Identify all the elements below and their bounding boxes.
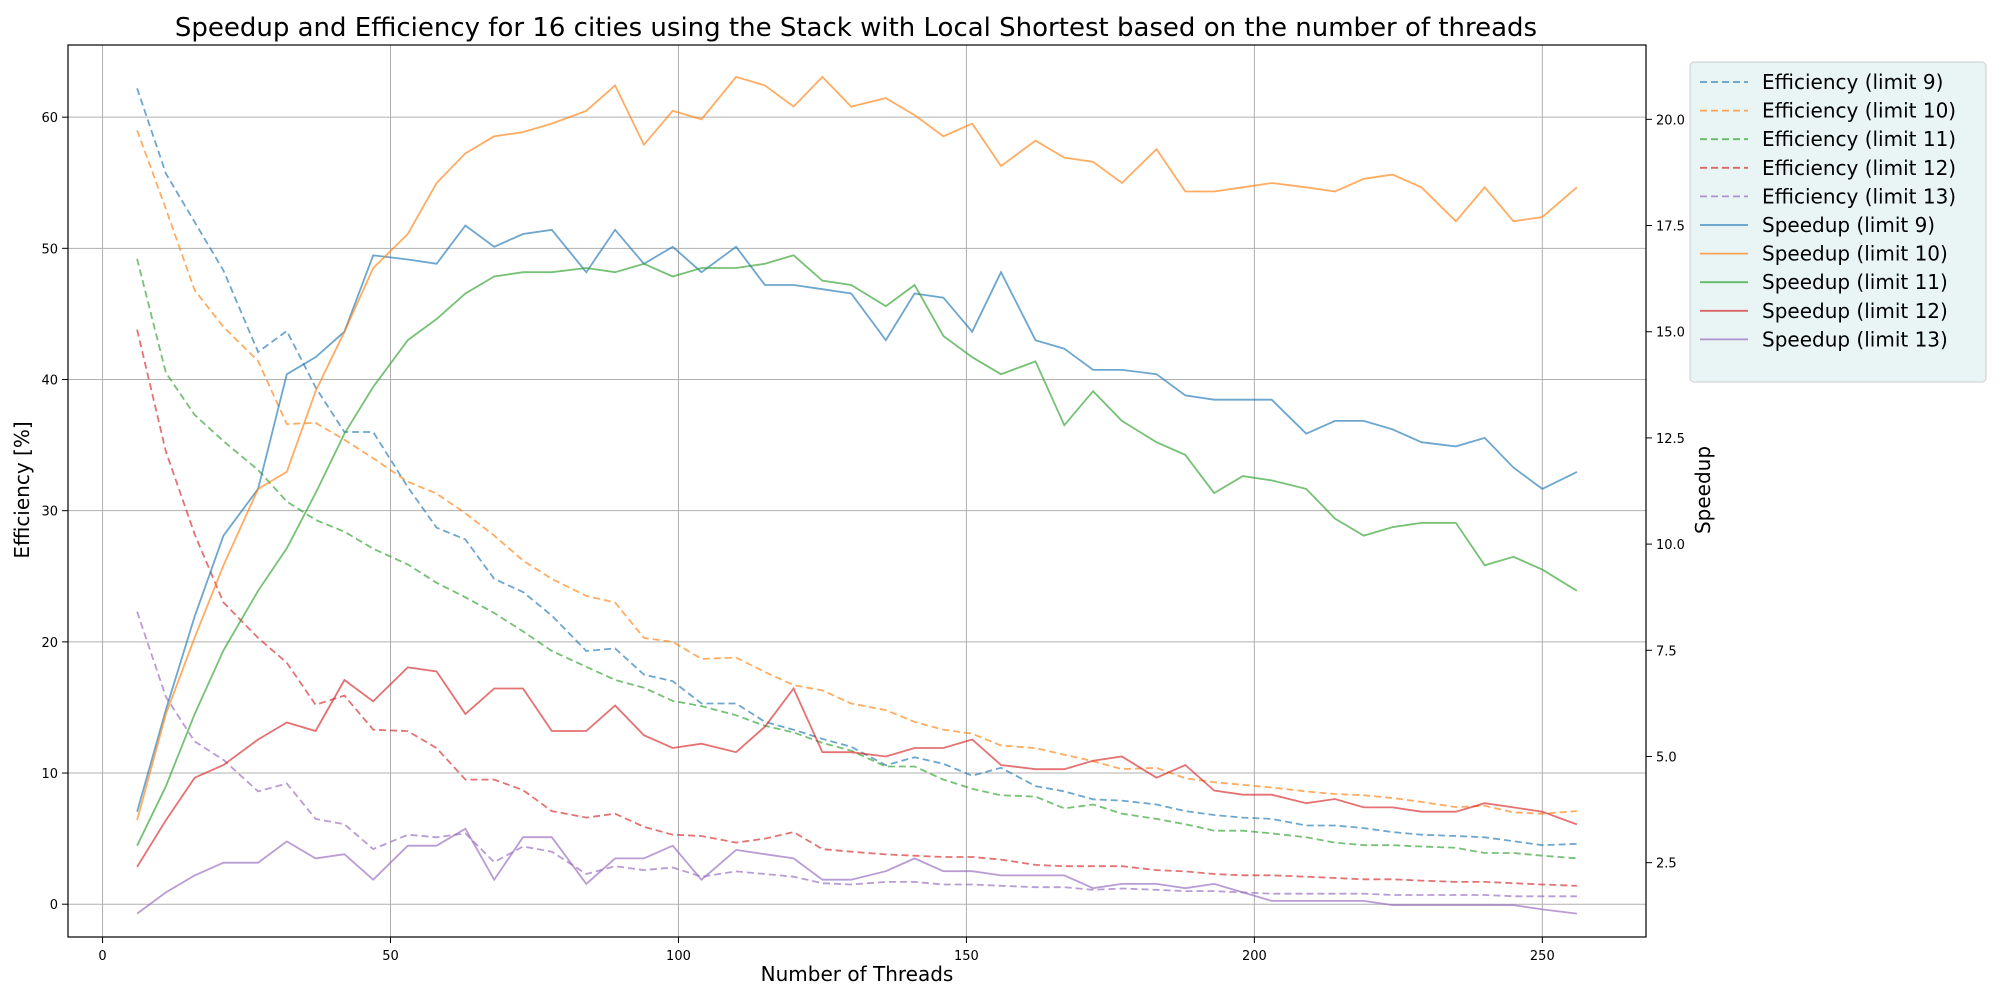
y-tick-label-right: 5.0 xyxy=(1656,750,1677,765)
legend-label: Efficiency (limit 11) xyxy=(1762,127,1956,151)
y-tick-label-right: 20.0 xyxy=(1656,113,1685,128)
series-line-efficiency-limit-13 xyxy=(136,611,1577,898)
series-line-efficiency-limit-9 xyxy=(136,88,1577,847)
y-tick-label-right: 15.0 xyxy=(1656,326,1685,341)
y-tick-label-left: 40 xyxy=(41,374,58,389)
chart-title: Speedup and Efficiency for 16 cities usi… xyxy=(175,13,1537,43)
legend-label: Speedup (limit 9) xyxy=(1762,213,1935,237)
legend-items: Efficiency (limit 9) Efficiency (limit 10… xyxy=(1700,70,1956,351)
series-line-speedup-limit-11 xyxy=(136,254,1578,847)
y-tick-label-right: 7.5 xyxy=(1656,644,1677,659)
y-tick-label-left: 30 xyxy=(41,505,58,520)
y-tick-label-right: 17.5 xyxy=(1656,220,1685,235)
legend-label: Speedup (limit 10) xyxy=(1762,242,1948,266)
x-tick-label: 100 xyxy=(666,949,691,964)
legend-label: Speedup (limit 11) xyxy=(1762,270,1948,294)
legend-label: Efficiency (limit 9) xyxy=(1762,70,1943,94)
y-tick-label-left: 60 xyxy=(41,111,58,126)
y-axis-label-left: Efficiency [%] xyxy=(10,421,34,558)
series-line-efficiency-limit-12 xyxy=(136,329,1577,887)
series-line-speedup-limit-12 xyxy=(136,666,1578,868)
y-tick-label-left: 0 xyxy=(50,898,58,913)
series-line-speedup-limit-13 xyxy=(136,827,1578,915)
series-line-efficiency-limit-11 xyxy=(136,258,1577,860)
y-tick-label-left: 10 xyxy=(41,767,58,782)
plot-frame xyxy=(67,44,1647,938)
grid-layer xyxy=(68,45,1646,937)
series-line-speedup-limit-10 xyxy=(136,75,1578,821)
y-tick-label-left: 20 xyxy=(41,636,58,651)
series-line-speedup-limit-9 xyxy=(136,224,1578,812)
series-line-efficiency-limit-10 xyxy=(136,129,1577,815)
x-tick-label: 250 xyxy=(1530,949,1555,964)
axes-layer: 0 50 100 150 200 250 0 10 20 30 40 50 60 2.5 5.0 7.5 10.… xyxy=(41,44,1685,964)
legend-label: Efficiency (limit 13) xyxy=(1762,184,1956,208)
legend-label: Speedup (limit 13) xyxy=(1762,327,1948,351)
y-tick-label-left: 50 xyxy=(41,242,58,257)
legend-background xyxy=(1689,61,1987,383)
y-tick-label-right: 10.0 xyxy=(1656,538,1685,553)
y-tick-label-right: 12.5 xyxy=(1656,432,1685,447)
legend-label: Efficiency (limit 10) xyxy=(1762,99,1956,123)
x-tick-label: 50 xyxy=(382,949,399,964)
chart-legend: Efficiency (limit 9) Efficiency (limit 10… xyxy=(1689,61,1987,383)
x-tick-label: 0 xyxy=(98,949,106,964)
legend-label: Speedup (limit 12) xyxy=(1762,299,1948,323)
series-layer xyxy=(136,75,1578,915)
y-axis-label-right: Speedup xyxy=(1691,446,1715,534)
y-tick-label-right: 2.5 xyxy=(1656,857,1677,872)
x-tick-label: 150 xyxy=(954,949,979,964)
x-tick-label: 200 xyxy=(1242,949,1267,964)
x-axis-label: Number of Threads xyxy=(761,962,954,986)
legend-label: Efficiency (limit 12) xyxy=(1762,156,1956,180)
